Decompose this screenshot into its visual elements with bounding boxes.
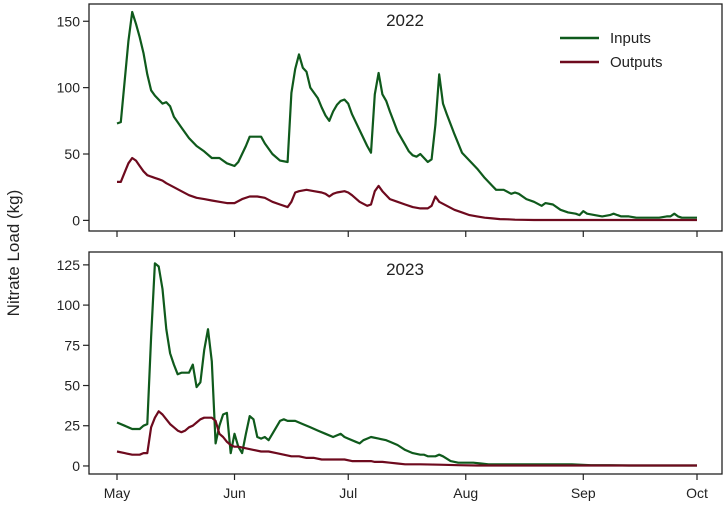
legend-label-inputs: Inputs [610, 30, 651, 47]
x-axis-tick-labels: May Jun Jul Aug Sep Oct [104, 485, 708, 501]
legend: Inputs Outputs [560, 30, 663, 71]
plot-frame-2023 [88, 251, 723, 475]
series-line-outputs [116, 410, 697, 467]
x-tick-label: May [104, 485, 130, 501]
y-tick-label: 50 [64, 378, 80, 394]
y-axis-ticks-2023: 0 25 50 75 100 125 [57, 257, 89, 474]
series-line-inputs [116, 10, 697, 219]
chart-panel-2022: 0 50 100 150 2022 Inputs Outputs [57, 3, 723, 237]
y-tick-label: 125 [57, 257, 81, 273]
x-tick-label: Jun [223, 485, 246, 501]
panel-title-2023: 2023 [386, 260, 424, 279]
x-axis-ticks-2023 [116, 474, 698, 480]
plot-frame-2022 [88, 3, 723, 232]
y-tick-label: 0 [72, 212, 80, 228]
y-tick-label: 150 [57, 13, 81, 29]
x-tick-label: Oct [686, 485, 708, 501]
x-tick-label: Jul [339, 485, 357, 501]
y-tick-label: 50 [64, 146, 80, 162]
y-tick-label: 100 [57, 80, 81, 96]
panel-title-2022: 2022 [386, 11, 424, 30]
series-line-inputs [116, 262, 697, 467]
legend-label-outputs: Outputs [610, 54, 663, 71]
series-lines-2022 [116, 10, 697, 222]
y-axis-label: Nitrate Load (kg) [4, 190, 23, 317]
series-lines-2023 [116, 262, 697, 467]
chart-panel-2023: 0 25 50 75 100 125 2023 [57, 251, 723, 480]
x-tick-label: Sep [571, 485, 596, 501]
y-tick-label: 0 [72, 458, 80, 474]
series-line-outputs [117, 156, 697, 222]
y-tick-label: 25 [64, 418, 80, 434]
y-axis-ticks-2022: 0 50 100 150 [57, 13, 89, 228]
x-axis-ticks-2022 [116, 231, 698, 237]
x-tick-label: Aug [453, 485, 478, 501]
y-tick-label: 100 [57, 297, 81, 313]
y-tick-label: 75 [64, 337, 80, 353]
